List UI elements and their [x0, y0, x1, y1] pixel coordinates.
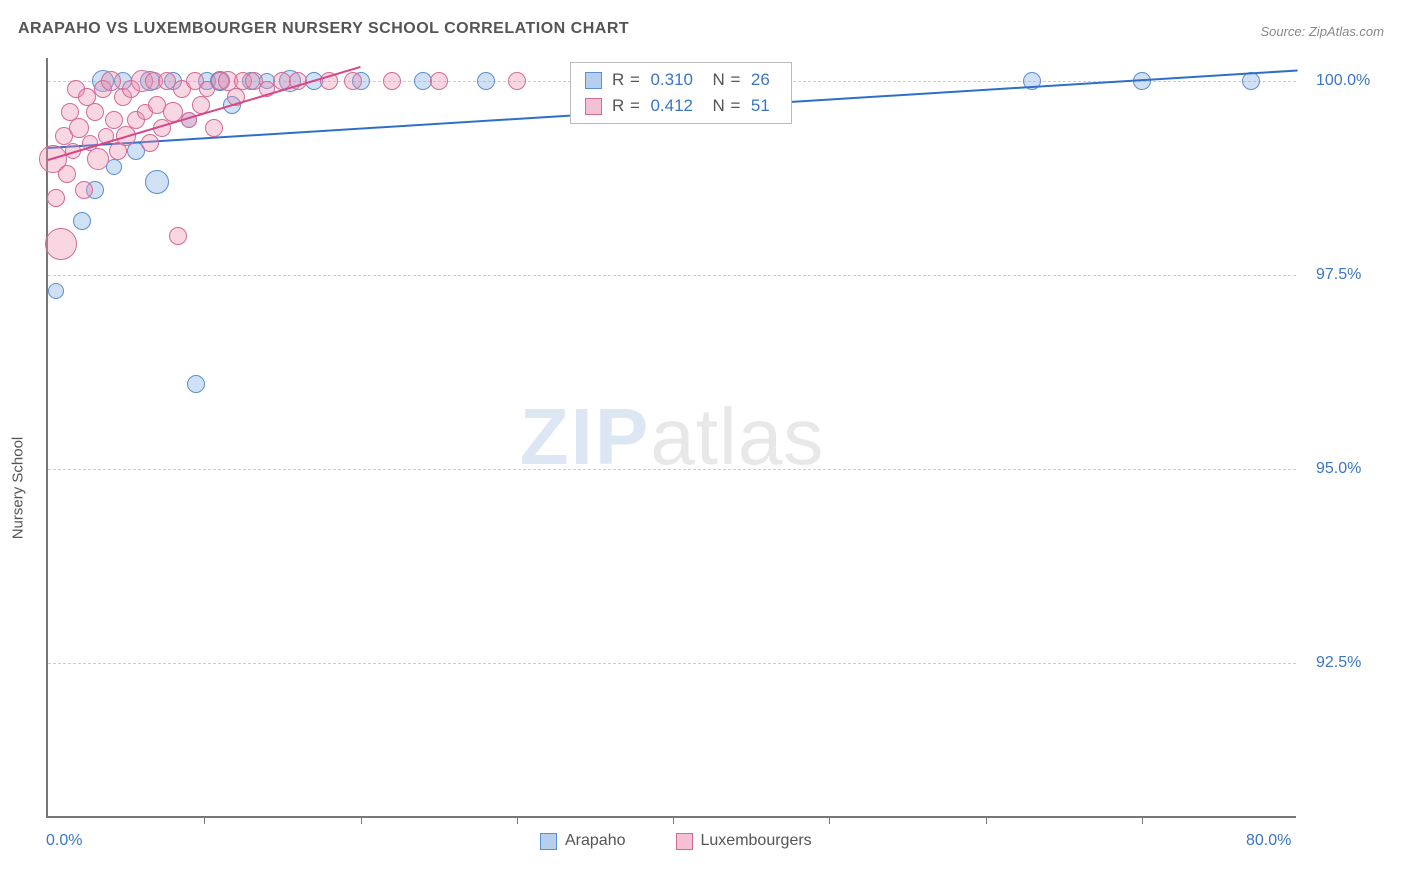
legend-item: Luxembourgers: [676, 832, 812, 850]
data-point: [1242, 72, 1260, 90]
data-point: [430, 72, 448, 90]
data-point: [141, 134, 159, 152]
x-tick: [361, 816, 362, 824]
source-credit: Source: ZipAtlas.com: [1260, 24, 1384, 39]
data-point: [508, 72, 526, 90]
y-tick-label: 92.5%: [1316, 654, 1361, 672]
data-point: [58, 165, 76, 183]
r-label: R =: [612, 96, 640, 116]
data-point: [48, 283, 64, 299]
x-tick-label: 0.0%: [46, 832, 82, 850]
data-point: [477, 72, 495, 90]
n-label: N =: [712, 70, 740, 90]
series-swatch: [585, 98, 602, 115]
x-tick: [986, 816, 987, 824]
stats-row: R = 0.412 N = 51: [571, 93, 791, 119]
data-point: [344, 72, 362, 90]
data-point: [169, 227, 187, 245]
n-value: 26: [751, 70, 777, 90]
data-point: [187, 375, 205, 393]
data-point: [86, 103, 104, 121]
gridline: [48, 275, 1296, 276]
legend-label: Arapaho: [565, 832, 626, 850]
x-tick: [517, 816, 518, 824]
x-tick: [204, 816, 205, 824]
source-prefix: Source:: [1260, 24, 1308, 39]
x-tick: [1142, 816, 1143, 824]
data-point: [73, 212, 91, 230]
r-value: 0.310: [650, 70, 702, 90]
r-value: 0.412: [650, 96, 702, 116]
series-swatch: [585, 72, 602, 89]
x-tick: [673, 816, 674, 824]
legend-swatch: [676, 833, 693, 850]
data-point: [383, 72, 401, 90]
correlation-stats-box: R = 0.310 N = 26 R = 0.412 N = 51: [570, 62, 792, 124]
data-point: [69, 118, 89, 138]
watermark-atlas: atlas: [650, 392, 824, 481]
y-tick-label: 97.5%: [1316, 266, 1361, 284]
data-point: [205, 119, 223, 137]
data-point: [145, 170, 169, 194]
y-tick-label: 100.0%: [1316, 72, 1370, 90]
legend: Arapaho Luxembourgers: [540, 832, 812, 850]
gridline: [48, 469, 1296, 470]
source-name: ZipAtlas.com: [1309, 24, 1384, 39]
y-axis-label: Nursery School: [10, 437, 27, 540]
r-label: R =: [612, 70, 640, 90]
data-point: [45, 228, 77, 260]
data-point: [47, 189, 65, 207]
y-tick-label: 95.0%: [1316, 460, 1361, 478]
stats-row: R = 0.310 N = 26: [571, 67, 791, 93]
n-label: N =: [712, 96, 740, 116]
gridline: [48, 663, 1296, 664]
scatter-plot-area: ZIPatlas: [46, 58, 1296, 818]
x-tick-label: 80.0%: [1246, 832, 1291, 850]
data-point: [75, 181, 93, 199]
legend-item: Arapaho: [540, 832, 626, 850]
data-point: [87, 148, 109, 170]
legend-swatch: [540, 833, 557, 850]
x-tick: [829, 816, 830, 824]
chart-title: ARAPAHO VS LUXEMBOURGER NURSERY SCHOOL C…: [18, 20, 629, 38]
n-value: 51: [751, 96, 777, 116]
watermark-zip: ZIP: [520, 392, 650, 481]
legend-label: Luxembourgers: [701, 832, 812, 850]
